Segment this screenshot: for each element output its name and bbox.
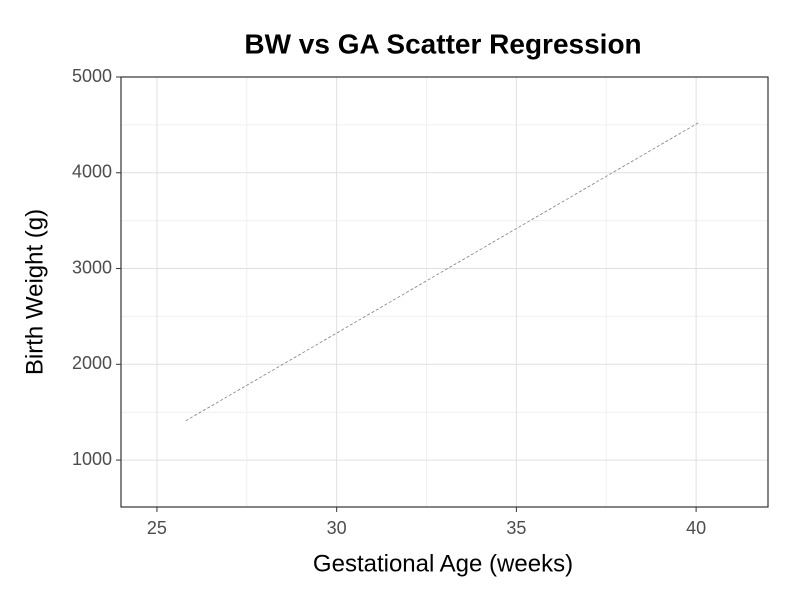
x-tick-label: 40 [686,518,706,538]
x-axis-title: Gestational Age (weeks) [313,550,573,577]
y-tick-label: 3000 [72,257,112,277]
panel-border [120,76,769,508]
y-axis-title: Birth Weight (g) [21,209,48,375]
chart-title: BW vs GA Scatter Regression [244,28,641,59]
x-tick-label: 30 [327,518,347,538]
y-tick-label: 4000 [72,162,112,182]
y-tick-label: 2000 [72,353,112,373]
y-tick-label: 1000 [72,449,112,469]
x-tick-label: 35 [506,518,526,538]
x-tick-label: 25 [147,518,167,538]
regression-line [185,121,700,422]
y-tick-label: 5000 [72,66,112,86]
